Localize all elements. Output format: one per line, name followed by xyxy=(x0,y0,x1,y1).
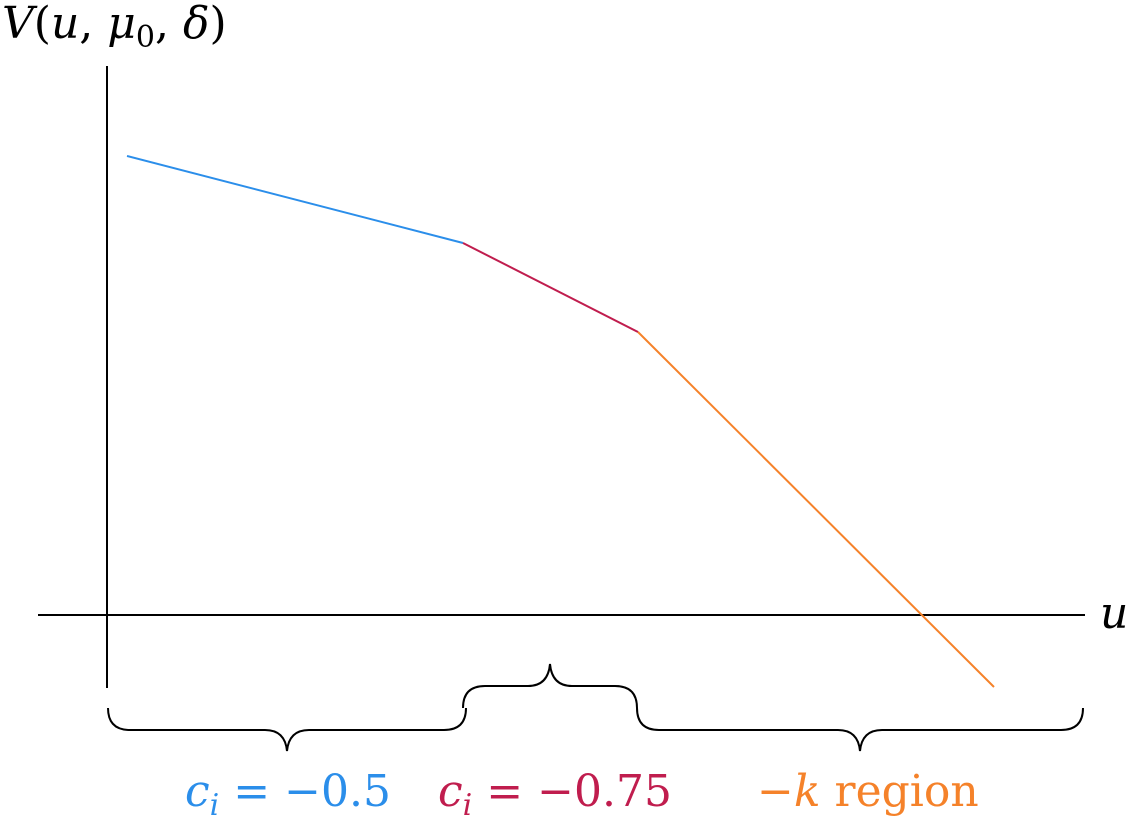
region-label-blue: ci = −0.5 xyxy=(185,766,391,816)
brace-crimson-region xyxy=(462,663,638,709)
segment-orange xyxy=(637,331,995,688)
brace-orange-region xyxy=(636,707,1084,752)
region-label-crimson: ci = −0.75 xyxy=(438,766,672,816)
x-axis-label: u xyxy=(1100,588,1127,639)
region-label-orange: −k region xyxy=(757,766,979,816)
brace-blue-region xyxy=(107,707,467,752)
segment-blue xyxy=(126,155,464,244)
y-axis-label: V(u, μ0, δ) xyxy=(2,0,227,55)
segment-crimson xyxy=(462,242,639,333)
